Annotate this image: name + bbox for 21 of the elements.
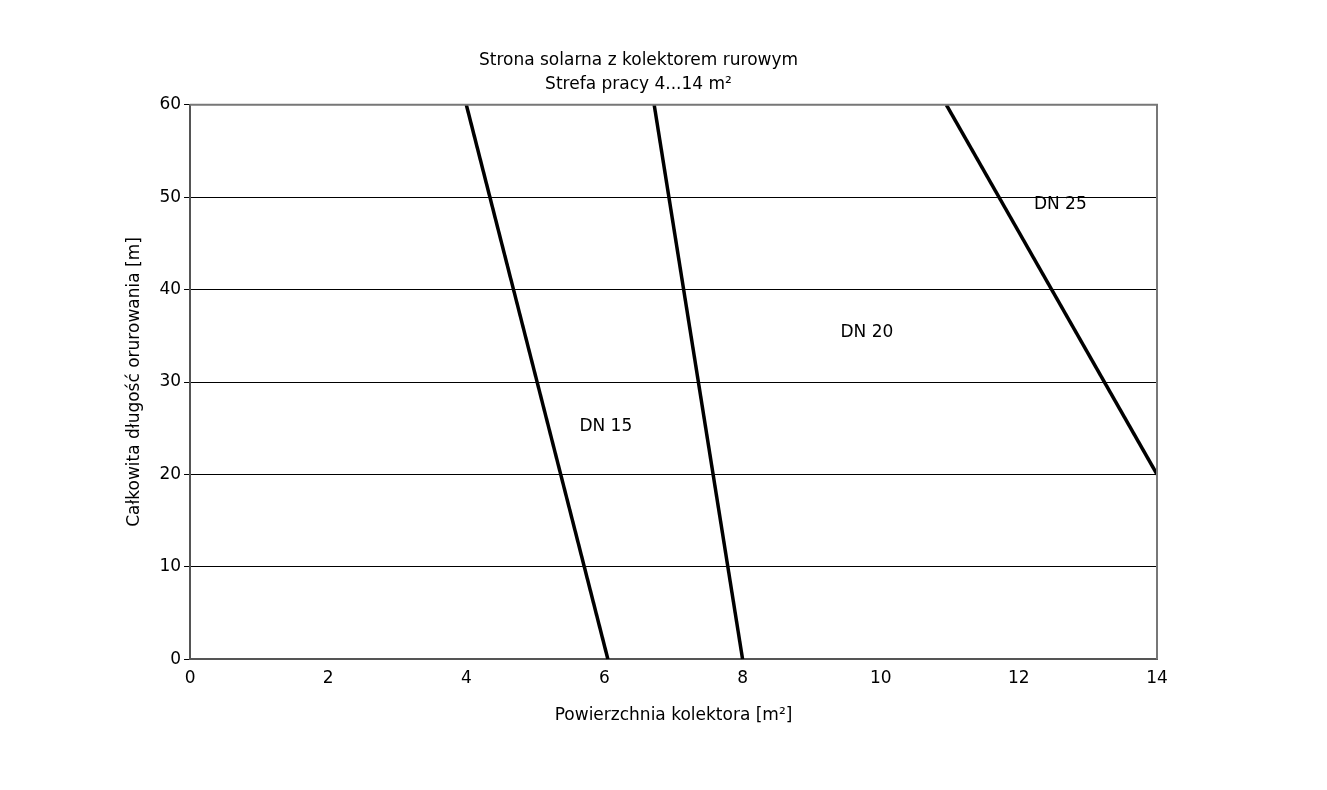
x-tick-label: 2 — [322, 666, 334, 687]
y-tick-label: 10 — [159, 555, 182, 576]
x-tick-label: 6 — [599, 666, 610, 687]
annotation: DN 15 — [579, 414, 633, 435]
x-axis-title: Powierzchnia kolektora [m²] — [554, 704, 793, 725]
x-tick-label: 8 — [737, 666, 748, 687]
y-tick-label: 50 — [159, 185, 182, 206]
chart-title: Strona solarna z kolektorem rurowym — [478, 48, 799, 69]
annotation: DN 20 — [840, 320, 894, 341]
y-tick-label: 20 — [159, 462, 182, 483]
y-tick-label: 40 — [159, 278, 182, 299]
y-tick-label: 30 — [159, 370, 182, 391]
x-tick-label: 0 — [184, 666, 196, 687]
x-tick-label: 4 — [460, 666, 472, 687]
x-tick-label: 10 — [869, 666, 892, 687]
x-tick-label: 14 — [1146, 666, 1168, 687]
y-tick-label: 60 — [159, 93, 182, 114]
y-tick-label: 0 — [170, 647, 182, 668]
y-axis-title: Całkowita długość orurowania [m] — [122, 237, 143, 527]
chart-subtitle: Strefa pracy 4...14 m² — [545, 73, 732, 94]
x-tick-label: 12 — [1008, 666, 1030, 687]
